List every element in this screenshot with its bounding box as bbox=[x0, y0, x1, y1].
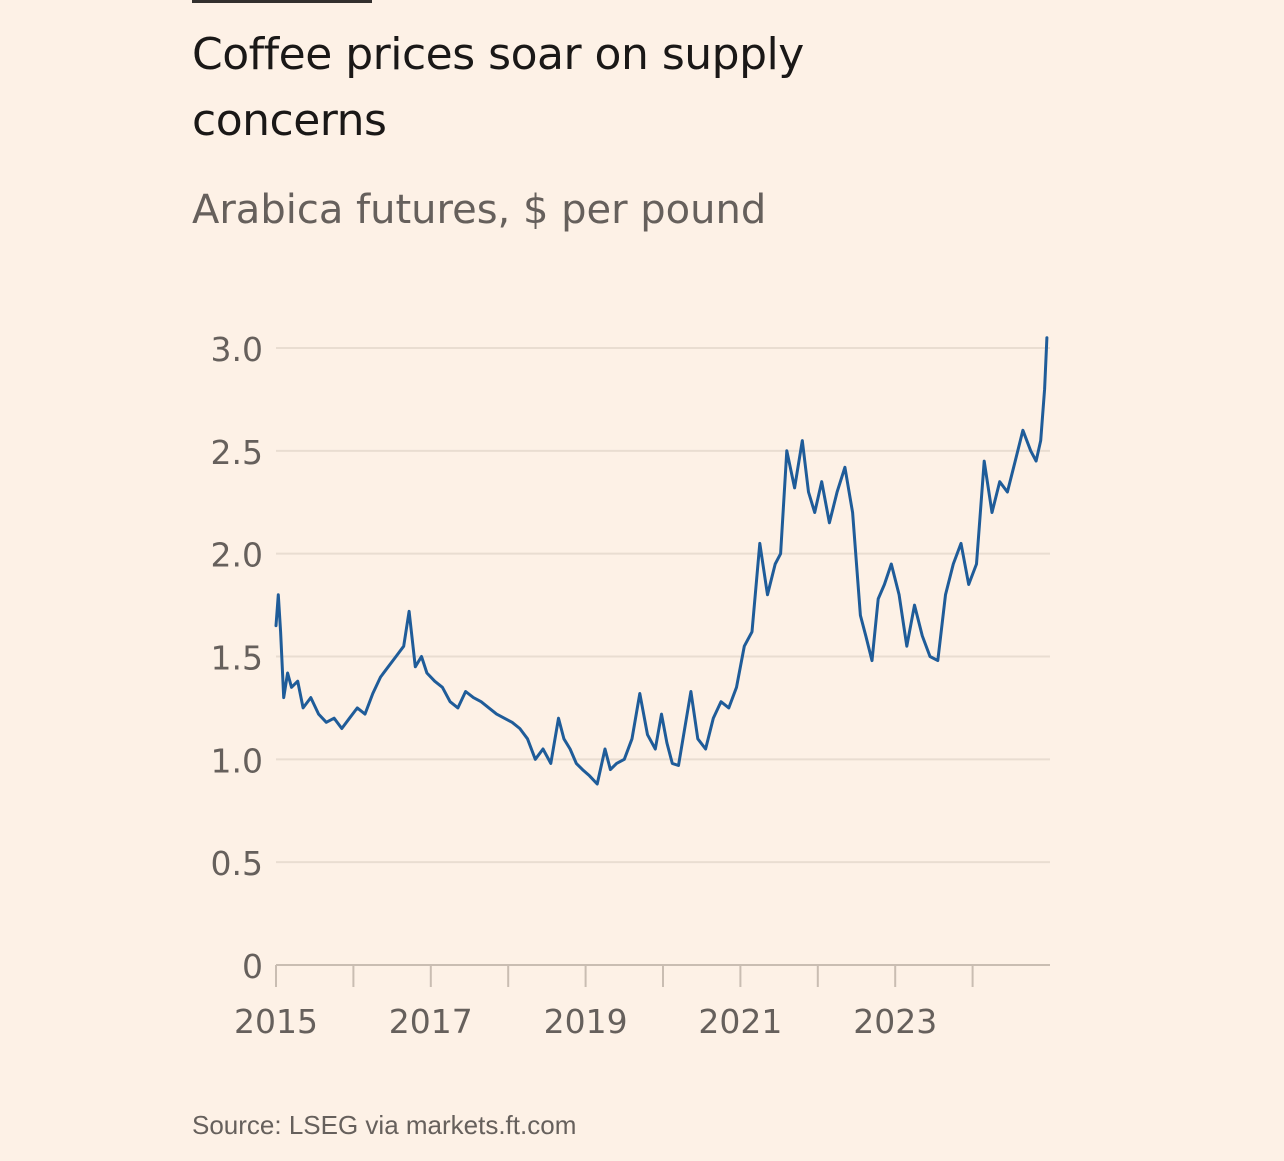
y-tick-label: 0 bbox=[242, 947, 263, 986]
line-chart: 0 0.5 1.0 1.5 2.0 2.5 3.0 2015 2017 2019 2021 2023 bbox=[211, 330, 1050, 1041]
top-rule bbox=[192, 0, 372, 3]
source-note: Source: LSEG via markets.ft.com bbox=[192, 1110, 577, 1140]
x-tick-label: 2015 bbox=[234, 1002, 318, 1041]
y-tick-label: 1.0 bbox=[211, 741, 263, 780]
y-tick-label: 0.5 bbox=[211, 844, 263, 883]
chart-subtitle: Arabica futures, $ per pound bbox=[192, 187, 767, 233]
x-tick-label: 2023 bbox=[853, 1002, 937, 1041]
arabica-price-line bbox=[274, 336, 1049, 786]
y-tick-label: 1.5 bbox=[211, 639, 263, 678]
x-tick-label: 2019 bbox=[544, 1002, 628, 1041]
y-tick-label: 3.0 bbox=[211, 330, 263, 369]
x-tick-label: 2021 bbox=[698, 1002, 782, 1041]
series-group bbox=[274, 336, 1049, 786]
y-tick-label: 2.0 bbox=[211, 536, 263, 575]
x-axis: 2015 2017 2019 2021 2023 bbox=[234, 964, 1050, 1041]
y-tick-label: 2.5 bbox=[211, 433, 263, 472]
chart-title: Coffee prices soar on supply concerns bbox=[192, 29, 804, 146]
x-tick-label: 2017 bbox=[389, 1002, 473, 1041]
y-axis: 0 0.5 1.0 1.5 2.0 2.5 3.0 bbox=[211, 330, 263, 986]
grid-lines bbox=[276, 347, 1050, 864]
